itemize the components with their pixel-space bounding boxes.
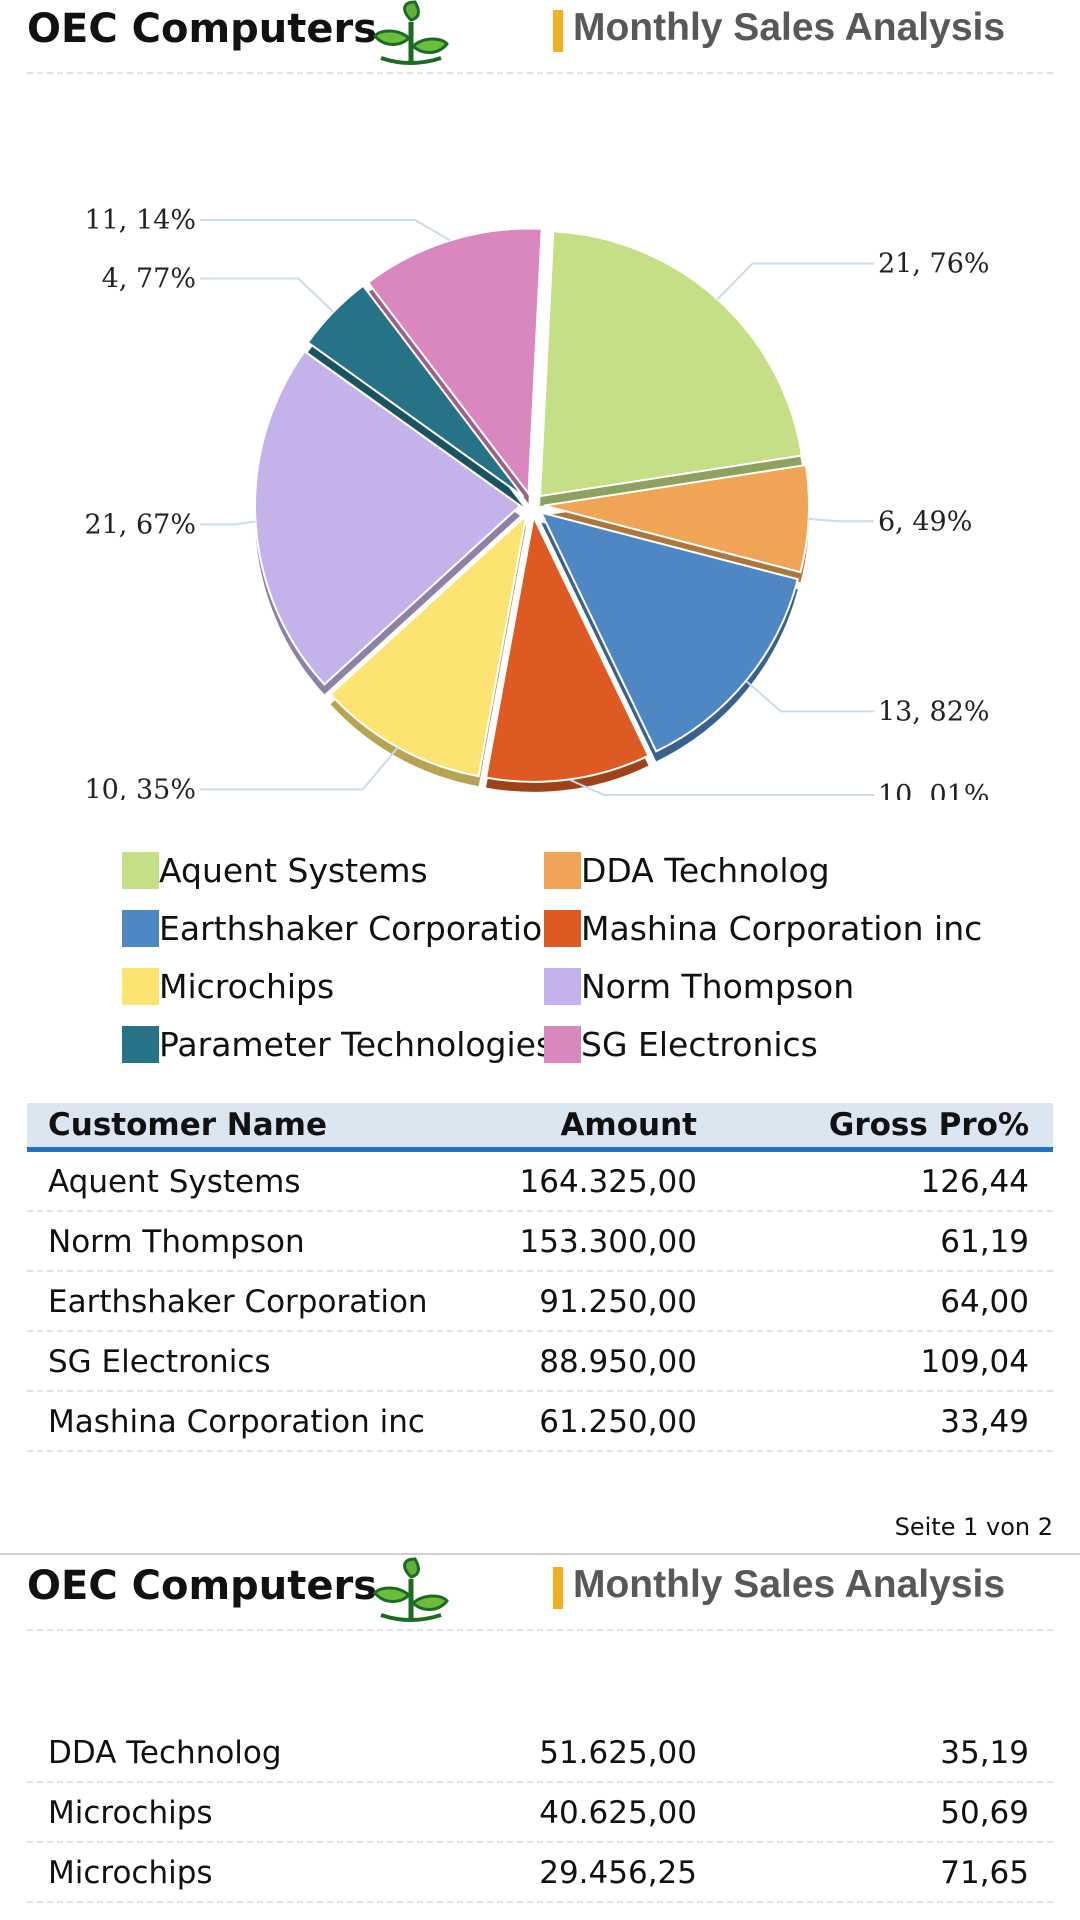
legend-swatch	[122, 1025, 159, 1063]
table-row: Mashina Corporation inc 61.250,00 33,49	[27, 1392, 1053, 1452]
legend-item: SG Electronics	[544, 1024, 818, 1064]
pie-data-label: 13, 82%	[878, 696, 990, 727]
cell-amount: 88.950,00	[539, 1344, 697, 1380]
pie-slice	[254, 350, 522, 686]
pie-data-label: 10, 01%	[878, 780, 990, 800]
pie-leader-line	[200, 277, 335, 313]
table-row: DDA Technolog 51.625,00 35,19	[27, 1723, 1053, 1783]
cell-amount: 91.250,00	[539, 1284, 697, 1320]
cell-gross-profit: 50,69	[940, 1795, 1029, 1831]
page-header: OEC Computers Monthly Sales Analysis	[27, 0, 1053, 74]
page-header: OEC Computers Monthly Sales Analysis	[27, 1557, 1053, 1631]
cell-amount: 61.250,00	[539, 1404, 697, 1440]
legend-swatch	[544, 851, 581, 889]
company-name: OEC Computers	[27, 6, 378, 52]
cell-customer: Mashina Corporation inc	[48, 1404, 425, 1440]
pie-leader-line	[200, 746, 399, 791]
legend-swatch	[544, 1025, 581, 1063]
pie-leader-line	[200, 520, 256, 526]
pie-slice	[329, 512, 528, 778]
cell-amount: 164.325,00	[519, 1164, 698, 1200]
cell-gross-profit: 126,44	[920, 1164, 1029, 1200]
cell-amount: 51.625,00	[539, 1735, 697, 1771]
legend-item: Parameter Technologies	[122, 1024, 553, 1064]
column-header-amount: Amount	[560, 1107, 697, 1143]
pie-data-label: 21, 76%	[878, 249, 990, 280]
legend-label: Mashina Corporation inc	[581, 908, 983, 948]
table-row: Aquent Systems 164.325,00 126,44	[27, 1152, 1053, 1212]
legend-item: Microchips	[122, 966, 334, 1006]
column-header-customer: Customer Name	[48, 1107, 327, 1143]
pie-slice	[543, 463, 810, 574]
cell-gross-profit: 109,04	[920, 1344, 1029, 1380]
title-accent-bar	[553, 1567, 563, 1609]
pie-data-label: 10, 35%	[84, 774, 196, 800]
pie-leader-line	[568, 778, 874, 796]
cell-amount: 40.625,00	[539, 1795, 697, 1831]
pie-leader-line	[745, 680, 874, 713]
cell-amount: 153.300,00	[519, 1224, 698, 1260]
pie-slice	[306, 284, 525, 498]
legend-item: Earthshaker Corporation	[122, 908, 563, 948]
report-title: Monthly Sales Analysis	[573, 1563, 1006, 1606]
page-divider	[0, 1553, 1080, 1555]
cell-customer: Aquent Systems	[48, 1164, 301, 1200]
table-row: SG Electronics 88.950,00 109,04	[27, 1332, 1053, 1392]
cell-gross-profit: 71,65	[940, 1855, 1029, 1891]
pie-slice	[366, 227, 543, 497]
column-header-gross-profit: Gross Pro%	[828, 1107, 1029, 1143]
cell-gross-profit: 61,19	[940, 1224, 1029, 1260]
pie-leader-line	[808, 517, 874, 523]
cell-customer: Earthshaker Corporation	[48, 1284, 428, 1320]
legend-item: Mashina Corporation inc	[544, 908, 982, 948]
cell-customer: Microchips	[48, 1795, 213, 1831]
pie-data-label: 11, 14%	[84, 205, 196, 236]
cell-gross-profit: 64,00	[940, 1284, 1029, 1320]
legend-label: Microchips	[159, 966, 335, 1006]
legend-item: Aquent Systems	[122, 850, 428, 890]
sales-table: Customer Name Amount Gross Pro% Aquent S…	[27, 1103, 1053, 1452]
legend-label: SG Electronics	[581, 1024, 818, 1064]
legend-label: Earthshaker Corporation	[159, 908, 564, 948]
legend-swatch	[544, 967, 581, 1005]
legend-label: DDA Technolog	[581, 850, 830, 890]
cell-amount: 29.456,25	[539, 1855, 697, 1891]
report-title: Monthly Sales Analysis	[573, 6, 1006, 49]
pie-leader-line	[716, 262, 874, 300]
legend-swatch	[122, 909, 159, 947]
pie-slice	[538, 230, 804, 498]
table-row: Norm Thompson 153.300,00 61,19	[27, 1212, 1053, 1272]
legend-item: Norm Thompson	[544, 966, 854, 1006]
legend-swatch	[122, 967, 159, 1005]
pie-data-label: 21, 67%	[84, 509, 196, 540]
plant-logo-icon	[373, 1557, 449, 1622]
pie-data-label: 4, 77%	[102, 264, 196, 295]
pie-slice	[484, 513, 650, 783]
table-row: Microchips 29.456,25 71,65	[27, 1843, 1053, 1903]
title-accent-bar	[553, 10, 563, 52]
cell-customer: Norm Thompson	[48, 1224, 305, 1260]
table-row: Microchips 40.625,00 50,69	[27, 1783, 1053, 1843]
legend-label: Parameter Technologies	[159, 1024, 554, 1064]
cell-gross-profit: 33,49	[940, 1404, 1029, 1440]
plant-logo-icon	[373, 0, 449, 65]
legend-swatch	[544, 909, 581, 947]
cell-customer: DDA Technolog	[48, 1735, 282, 1771]
cell-customer: SG Electronics	[48, 1344, 271, 1380]
pie-chart: 21, 76% 6, 49% 13, 82% 10, 01% 10, 35% 21, 67…	[84, 205, 990, 800]
legend-item: DDA Technolog	[544, 850, 830, 890]
table-header: Customer Name Amount Gross Pro%	[27, 1103, 1053, 1152]
page-number: Seite 1 von 2	[894, 1513, 1053, 1541]
legend-label: Aquent Systems	[159, 850, 428, 890]
cell-customer: Microchips	[48, 1855, 213, 1891]
legend-swatch	[122, 851, 159, 889]
company-name: OEC Computers	[27, 1563, 378, 1609]
pie-data-label: 6, 49%	[878, 506, 972, 537]
cell-gross-profit: 35,19	[940, 1735, 1029, 1771]
legend-label: Norm Thompson	[581, 966, 855, 1006]
table-row: Earthshaker Corporation 91.250,00 64,00	[27, 1272, 1053, 1332]
pie-slice	[539, 511, 799, 753]
pie-leader-line	[200, 219, 451, 242]
sales-table-continued: DDA Technolog 51.625,00 35,19 Microchips…	[27, 1723, 1053, 1903]
